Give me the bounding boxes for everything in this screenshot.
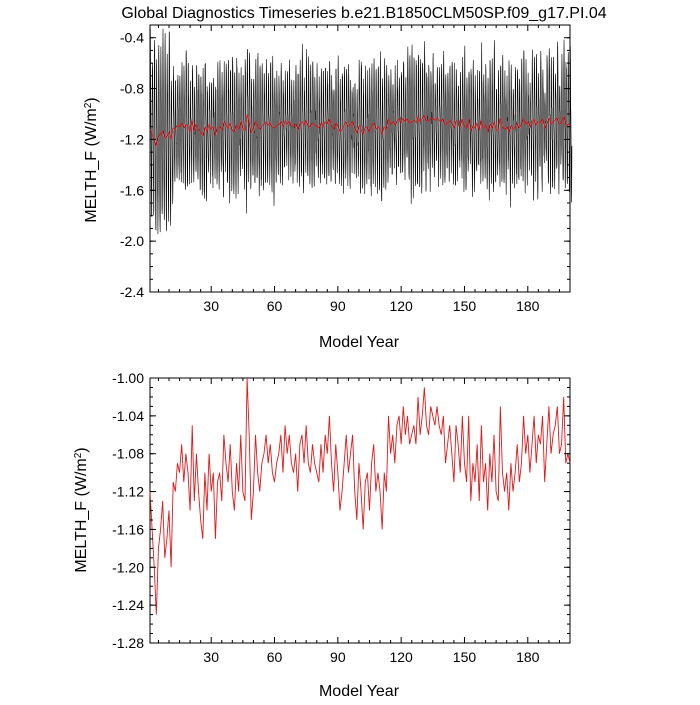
x-tick-label: 60 bbox=[267, 298, 283, 314]
x-tick-label: 180 bbox=[516, 649, 540, 665]
y-tick-label: -1.12 bbox=[112, 484, 144, 500]
x-tick-label: 60 bbox=[267, 649, 283, 665]
y-tick-label: -1.08 bbox=[112, 446, 144, 462]
x-tick-label: 90 bbox=[330, 298, 346, 314]
x-tick-label: 30 bbox=[203, 298, 219, 314]
y-tick-label: -2.4 bbox=[120, 284, 144, 300]
top-plot-ylabel: MELTH_F (W/m2) bbox=[83, 97, 101, 222]
monthly-series-line bbox=[149, 28, 573, 235]
x-tick-label: 30 bbox=[203, 649, 219, 665]
bottom-plot-lines bbox=[149, 377, 571, 615]
x-tick-label: 90 bbox=[330, 649, 346, 665]
y-tick-label: -1.00 bbox=[112, 370, 144, 386]
x-tick-label: 120 bbox=[389, 649, 413, 665]
y-tick-label: -1.04 bbox=[112, 408, 144, 424]
y-tick-label: -1.24 bbox=[112, 597, 144, 613]
annual-mean-line bbox=[149, 377, 571, 615]
top-plot: 30 60 90 120 150 180-2.4-2.0-1.6-1.2-0.8-0.4 … bbox=[83, 24, 573, 351]
bottom-plot-ylabel: MELTH_F (W/m2) bbox=[73, 447, 91, 572]
bottom-plot-xlabel: Model Year bbox=[319, 683, 400, 700]
y-tick-label: -1.2 bbox=[120, 131, 144, 147]
x-tick-label: 180 bbox=[516, 298, 540, 314]
top-plot-ticks: 30 60 90 120 150 180 -2.4 -2.0 -1.6 -1.2 -0.8 -0.4 bbox=[120, 24, 570, 314]
y-tick-label: -1.20 bbox=[112, 559, 144, 575]
x-tick-label: 120 bbox=[389, 298, 413, 314]
y-tick-label: -2.0 bbox=[120, 233, 144, 249]
y-tick-label: -0.8 bbox=[120, 81, 144, 97]
figure-title: Global Diagnostics Timeseries b.e21.B185… bbox=[121, 5, 606, 22]
y-tick-label: -0.4 bbox=[120, 30, 144, 46]
x-tick-label: 150 bbox=[453, 649, 477, 665]
bottom-plot-frame bbox=[149, 377, 571, 644]
x-tick-label: 150 bbox=[453, 298, 477, 314]
top-plot-lines bbox=[149, 28, 573, 235]
bottom-plot-ticks: 30 60 90 120 150 180 -1.28 -1.24 -1.20 -1.16 -1.12… bbox=[112, 370, 570, 665]
top-plot-xlabel: Model Year bbox=[319, 334, 400, 351]
y-tick-label: -1.16 bbox=[112, 521, 144, 537]
annual-mean-line-top bbox=[149, 113, 571, 148]
bottom-plot: 30 60 90 120 150 180 -1.28 -1.24 -1.20 -1.16 -1.12… bbox=[73, 370, 571, 700]
y-tick-label: -1.28 bbox=[112, 635, 144, 651]
y-tick-label: -1.6 bbox=[120, 182, 144, 198]
